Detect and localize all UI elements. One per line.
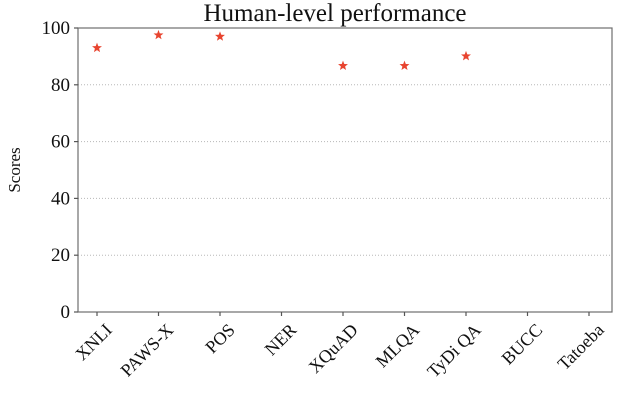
y-tick-label-20: 20 <box>51 245 70 266</box>
data-point-star-pos <box>215 31 225 41</box>
data-point-star-xquad <box>338 60 348 70</box>
y-tick-label-0: 0 <box>61 302 71 323</box>
data-point-star-paws-x <box>153 29 164 40</box>
data-point-star-mlqa <box>399 60 410 70</box>
y-axis-label: Scores <box>5 147 24 192</box>
y-tick-label-40: 40 <box>51 188 70 209</box>
y-tick-label-100: 100 <box>42 18 71 39</box>
data-point-star-xnli <box>92 42 102 53</box>
y-tick-label-60: 60 <box>51 132 70 153</box>
chart-title: Human-level performance <box>203 0 466 27</box>
y-tick-label-80: 80 <box>51 75 70 96</box>
plot-border <box>77 27 613 313</box>
data-point-star-tydi-qa <box>461 50 471 61</box>
